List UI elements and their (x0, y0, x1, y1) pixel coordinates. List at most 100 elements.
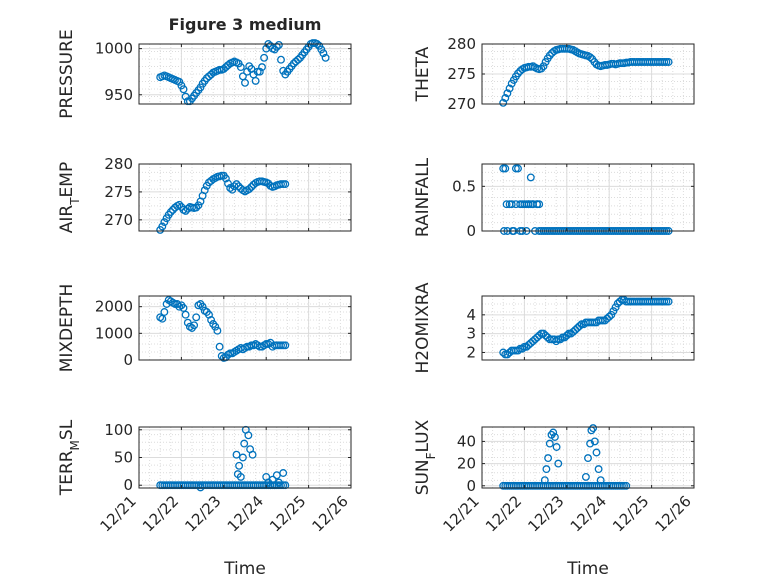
data-point (552, 443, 561, 451)
data-point (279, 469, 288, 477)
data-point (321, 53, 330, 62)
data-point (319, 49, 328, 58)
data-point (502, 200, 511, 209)
data-point (245, 185, 254, 194)
data-point (232, 180, 241, 189)
x-axis-label-right: Time (566, 559, 609, 579)
y-tick-label: 0 (123, 351, 133, 369)
data-point (198, 302, 207, 311)
data-point (200, 186, 209, 195)
data-point (255, 342, 264, 351)
data-point (181, 206, 190, 215)
data-point (236, 63, 245, 72)
data-point (260, 53, 269, 62)
x-axis-label-left: Time (223, 559, 266, 579)
data-point (255, 67, 264, 76)
y-axis-label: MIXDEPTH (57, 284, 77, 373)
y-axis-label: H2OMIXRA (413, 282, 433, 373)
data-point (308, 39, 317, 48)
data-point (662, 297, 671, 306)
panel-pressure: 950 1000 PRESSURE (57, 29, 352, 119)
y-tick-label: 0 (466, 222, 476, 240)
data-point (550, 433, 559, 441)
axes-box (138, 295, 352, 361)
data-point (277, 55, 285, 64)
data-point (499, 98, 508, 107)
axes-box (138, 163, 352, 232)
data-point (589, 424, 598, 433)
y-axis-label: THETA (413, 46, 433, 102)
data-point (549, 428, 558, 437)
data-point (586, 439, 595, 448)
panel-theta: 270 275 280 THETA (413, 35, 695, 113)
data-point (596, 476, 605, 485)
data-point (552, 337, 561, 346)
data-point (542, 465, 551, 474)
data-point (213, 326, 222, 335)
data-point (505, 84, 514, 93)
data-point (581, 472, 590, 481)
data-point (575, 322, 584, 331)
y-tick-label: 1000 (95, 40, 133, 58)
data-point (526, 173, 535, 182)
data-point (190, 321, 199, 330)
data-point (535, 200, 544, 209)
data-point (609, 307, 618, 316)
y-tick-label: 40 (457, 432, 476, 450)
data-point (598, 316, 607, 325)
data-point (584, 454, 592, 463)
data-point (511, 200, 520, 209)
data-point (611, 303, 620, 312)
data-point (158, 314, 167, 323)
data-point (503, 89, 512, 98)
data-point (274, 478, 283, 487)
data-point (192, 313, 201, 322)
data-point (556, 335, 565, 344)
data-point (514, 164, 522, 173)
y-axis-label: TERRMSL (57, 419, 82, 496)
data-point (244, 431, 253, 440)
axes-box (138, 43, 352, 105)
data-point (235, 461, 244, 470)
data-point (224, 179, 232, 188)
data-point (175, 200, 184, 209)
data-point (622, 481, 631, 490)
y-tick-label: 950 (104, 86, 133, 104)
data-point (236, 472, 245, 481)
data-point (160, 218, 169, 227)
data-point (281, 481, 290, 490)
y-tick-label: 2000 (95, 298, 133, 316)
panel-rainfall: 0 0.5 RAINFALL (413, 157, 695, 240)
data-point (281, 341, 290, 350)
y-tick-label: 3 (466, 325, 476, 343)
data-point (221, 174, 230, 183)
data-point (662, 58, 671, 66)
y-tick-label: 270 (104, 211, 133, 229)
data-point (540, 476, 549, 485)
data-point (247, 182, 256, 191)
data-point (238, 453, 247, 462)
data-point (664, 297, 673, 306)
axes-box (481, 426, 695, 489)
data-point (545, 439, 554, 448)
y-tick-label: 0.5 (452, 177, 476, 195)
y-axis-label: PRESSURE (57, 29, 77, 118)
data-point (179, 85, 188, 94)
data-point (251, 76, 260, 85)
data-point (537, 64, 546, 73)
data-point (524, 200, 533, 209)
data-point (592, 448, 601, 457)
data-point (248, 450, 257, 459)
y-tick-label: 280 (447, 35, 476, 53)
axes-box (481, 295, 695, 361)
data-point (234, 182, 243, 191)
data-point (586, 53, 595, 62)
y-axis-label: RAINFALL (413, 157, 433, 237)
data-point (192, 203, 201, 212)
data-point (594, 465, 603, 474)
data-point (258, 63, 266, 72)
data-point (240, 439, 249, 448)
data-point (207, 316, 216, 324)
y-tick-label: 4 (466, 306, 476, 324)
